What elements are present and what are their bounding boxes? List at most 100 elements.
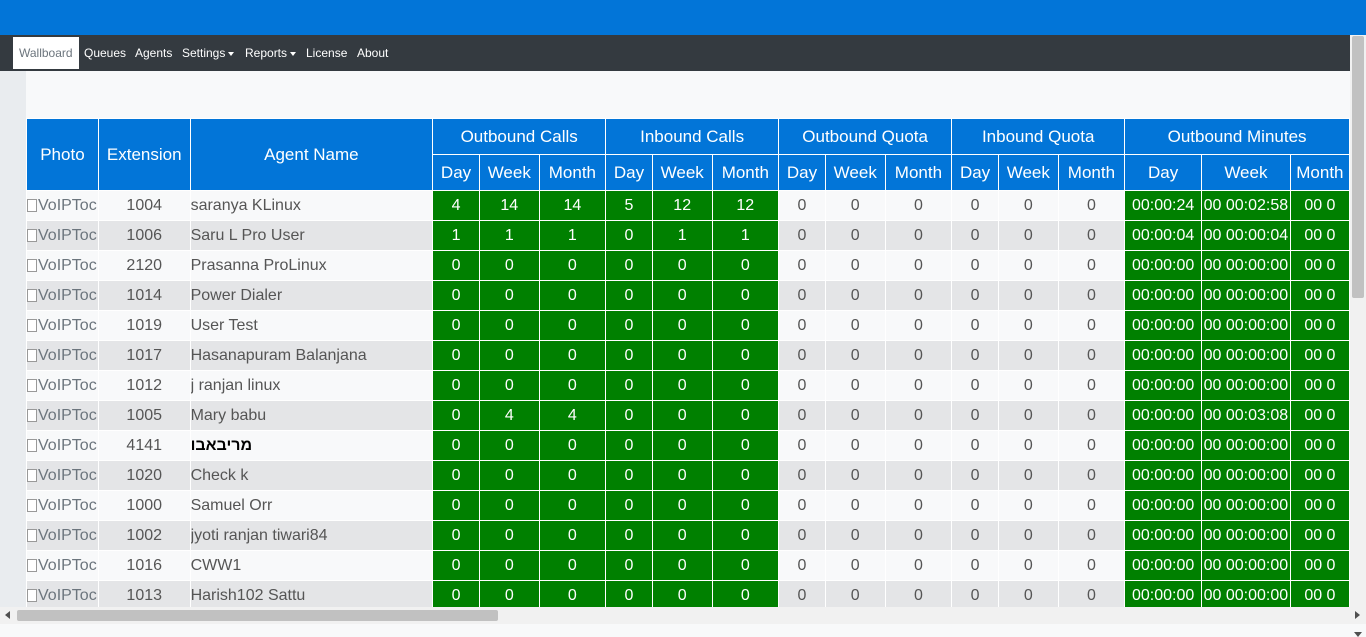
scroll-down-arrow-icon[interactable] <box>1354 632 1362 637</box>
metric-cell: 0 <box>778 370 826 401</box>
subheader-month[interactable]: Month <box>884 154 953 191</box>
subheader-month[interactable]: Month <box>1057 154 1126 191</box>
metric-cell: 12 <box>651 190 713 221</box>
subheader-day[interactable]: Day <box>951 154 999 191</box>
photo-alt-text: VoIPToc <box>38 226 97 244</box>
nav-queues[interactable]: Queues <box>84 46 127 60</box>
photo-alt-text: VoIPToc <box>38 316 97 334</box>
metric-cell: 00 0 <box>1289 490 1350 521</box>
metric-cell: 0 <box>997 370 1059 401</box>
metric-cell: 00 0 <box>1289 520 1350 551</box>
metric-cell: 0 <box>538 370 607 401</box>
metric-cell: 0 <box>997 430 1059 461</box>
metric-cell: 0 <box>605 250 653 281</box>
metric-cell: 0 <box>824 580 886 607</box>
metric-cell: 0 <box>778 550 826 581</box>
subheader-month[interactable]: Month <box>538 154 607 191</box>
horizontal-scroll-thumb[interactable] <box>17 610 498 621</box>
agent-photo: VoIPToc <box>26 190 99 221</box>
photo-alt-text: VoIPToc <box>38 556 97 574</box>
metric-cell: 0 <box>478 340 540 371</box>
wallboard-table: Photo Extension Agent Name Outbound Call… <box>26 118 1350 607</box>
metric-cell: 0 <box>605 430 653 461</box>
photo-alt-text: VoIPToc <box>38 466 97 484</box>
agent-name-cell: User Test <box>189 310 434 341</box>
subheader-week[interactable]: Week <box>1201 154 1291 191</box>
metric-cell: 0 <box>997 250 1059 281</box>
subheader-week[interactable]: Week <box>651 154 713 191</box>
left-gutter <box>0 71 26 607</box>
nav-agents[interactable]: Agents <box>135 46 173 60</box>
subheader-week[interactable]: Week <box>824 154 886 191</box>
metric-cell: 0 <box>997 220 1059 251</box>
metric-cell: 0 <box>778 580 826 607</box>
nav-reports-label: Reports <box>245 46 288 60</box>
extension-cell: 1005 <box>97 400 191 431</box>
metric-cell: 0 <box>824 490 886 521</box>
metric-cell: 0 <box>884 460 953 491</box>
subheader-month[interactable]: Month <box>1289 154 1350 191</box>
metric-cell: 0 <box>651 400 713 431</box>
metric-cell: 0 <box>778 460 826 491</box>
metric-cell: 0 <box>538 460 607 491</box>
caret-down-icon <box>290 51 297 56</box>
metric-cell: 0 <box>605 280 653 311</box>
wallboard-table-container[interactable]: Photo Extension Agent Name Outbound Call… <box>26 118 1350 607</box>
table-row: VoIPToc 1013 Harish102 Sattu 0 0 0 0 0 0 0 0 0 0 0 0 00… <box>26 580 1350 607</box>
subheader-day[interactable]: Day <box>778 154 826 191</box>
broken-image-icon <box>27 468 37 482</box>
agent-photo: VoIPToc <box>26 400 99 431</box>
header-extension[interactable]: Extension <box>97 118 191 191</box>
header-outbound-quota: Outbound Quota <box>778 118 953 155</box>
nav-wallboard[interactable]: Wallboard <box>13 37 79 69</box>
metric-cell: 0 <box>778 250 826 281</box>
metric-cell: 0 <box>951 220 999 251</box>
metric-cell: 0 <box>432 280 480 311</box>
metric-cell: 0 <box>824 460 886 491</box>
subheader-week[interactable]: Week <box>478 154 540 191</box>
metric-cell: 0 <box>432 460 480 491</box>
broken-image-icon <box>27 198 37 212</box>
metric-cell: 0 <box>824 520 886 551</box>
table-row: VoIPToc 1019 User Test 0 0 0 0 0 0 0 0 0 0 0 0 00:00:00… <box>26 310 1350 341</box>
nav-settings[interactable]: Settings <box>182 35 235 71</box>
nav-reports[interactable]: Reports <box>245 35 297 71</box>
subheader-day[interactable]: Day <box>1124 154 1203 191</box>
metric-cell: 0 <box>951 580 999 607</box>
metric-cell: 0 <box>478 460 540 491</box>
subheader-month[interactable]: Month <box>711 154 780 191</box>
metric-cell: 00 00:00:00 <box>1201 280 1291 311</box>
metric-cell: 1 <box>711 220 780 251</box>
broken-image-icon <box>27 228 37 242</box>
metric-cell: 0 <box>824 190 886 221</box>
agent-name-cell: Hasanapuram Balanjana <box>189 340 434 371</box>
vertical-scroll-thumb[interactable] <box>1352 36 1364 298</box>
header-photo[interactable]: Photo <box>26 118 99 191</box>
metric-cell: 0 <box>824 220 886 251</box>
metric-cell: 0 <box>1057 370 1126 401</box>
metric-cell: 00:00:00 <box>1124 490 1203 521</box>
header-agent-name[interactable]: Agent Name <box>189 118 434 191</box>
subheader-week[interactable]: Week <box>997 154 1059 191</box>
vertical-scrollbar[interactable] <box>1350 35 1366 637</box>
caret-down-icon <box>228 51 235 56</box>
subheader-day[interactable]: Day <box>605 154 653 191</box>
scroll-left-arrow-icon[interactable] <box>5 611 10 619</box>
horizontal-scrollbar[interactable] <box>0 607 1366 624</box>
metric-cell: 00 0 <box>1289 340 1350 371</box>
metric-cell: 0 <box>951 550 999 581</box>
metric-cell: 0 <box>997 550 1059 581</box>
metric-cell: 0 <box>711 400 780 431</box>
metric-cell: 0 <box>778 490 826 521</box>
metric-cell: 4 <box>432 190 480 221</box>
nav-about[interactable]: About <box>357 46 389 60</box>
metric-cell: 00:00:00 <box>1124 520 1203 551</box>
nav-license[interactable]: License <box>306 46 348 60</box>
broken-image-icon <box>27 348 37 362</box>
scroll-right-arrow-icon[interactable] <box>1355 611 1360 619</box>
metric-cell: 1 <box>478 220 540 251</box>
extension-cell: 1013 <box>97 580 191 607</box>
metric-cell: 0 <box>711 430 780 461</box>
metric-cell: 0 <box>538 550 607 581</box>
subheader-day[interactable]: Day <box>432 154 480 191</box>
